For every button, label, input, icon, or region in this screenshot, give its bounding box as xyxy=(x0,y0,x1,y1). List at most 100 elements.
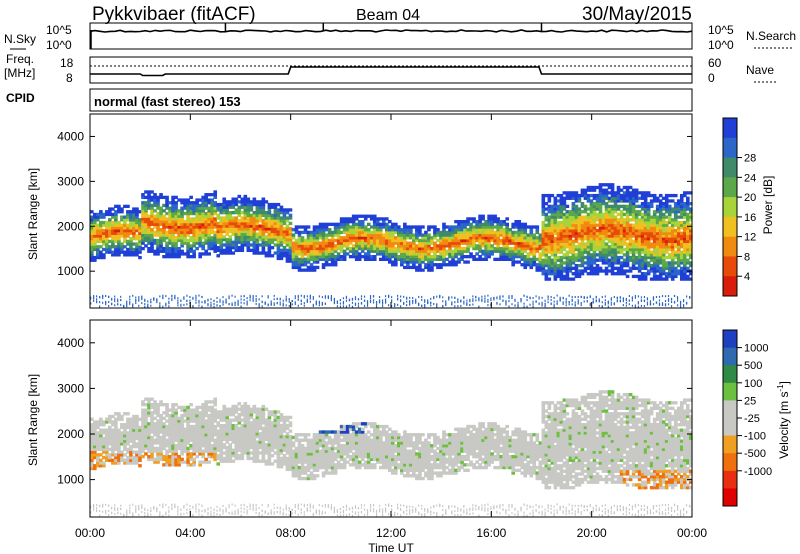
power-echo xyxy=(655,220,660,225)
power-echo xyxy=(523,222,528,226)
power-echo xyxy=(610,253,615,257)
power-echo xyxy=(351,236,356,240)
power-echo xyxy=(183,219,187,224)
power-echo xyxy=(394,249,398,253)
power-echo xyxy=(538,241,543,245)
power-echo xyxy=(144,203,148,208)
power-echo xyxy=(640,237,645,241)
power-echo xyxy=(336,257,341,261)
power-echo xyxy=(592,261,597,265)
power-echo xyxy=(261,243,266,247)
velocity-echo xyxy=(123,453,127,457)
power-echo xyxy=(159,195,163,200)
power-echo xyxy=(394,222,398,226)
power-echo xyxy=(517,260,522,264)
power-echo xyxy=(421,238,425,243)
power-echo xyxy=(514,246,519,251)
power-echo xyxy=(375,241,380,245)
power-echo xyxy=(234,240,239,244)
power-echo xyxy=(186,203,190,208)
power-echo xyxy=(637,231,642,235)
power-echo xyxy=(493,233,497,237)
power-echo xyxy=(685,253,690,257)
power-echo xyxy=(186,246,190,251)
power-echo xyxy=(397,255,401,259)
power-echo xyxy=(667,237,672,241)
power-echo xyxy=(598,204,603,209)
power-echo xyxy=(589,223,594,227)
power-echo xyxy=(454,238,458,243)
power-echo xyxy=(165,249,169,253)
power-echo xyxy=(186,241,190,245)
power-clutter xyxy=(102,296,104,299)
power-echo xyxy=(243,237,248,242)
power-echo xyxy=(466,233,470,237)
power-echo xyxy=(586,255,591,260)
power-echo xyxy=(213,230,218,235)
power-echo xyxy=(421,249,425,253)
power-echo xyxy=(439,255,443,259)
power-echo xyxy=(108,239,112,244)
power-clutter xyxy=(132,303,134,306)
power-echo xyxy=(499,238,503,243)
power-echo xyxy=(354,222,359,226)
power-echo xyxy=(601,242,606,246)
power-echo xyxy=(589,255,594,260)
power-echo xyxy=(375,225,380,229)
power-echo xyxy=(649,277,654,281)
power-echo xyxy=(207,230,211,235)
power-clutter xyxy=(466,299,468,302)
velocity-echo xyxy=(117,428,121,432)
power-echo xyxy=(357,244,362,248)
power-echo xyxy=(448,241,452,245)
power-echo xyxy=(372,217,377,221)
power-echo xyxy=(261,213,266,217)
power-echo xyxy=(625,250,630,254)
power-echo xyxy=(631,274,636,279)
power-echo xyxy=(514,225,519,229)
power-echo xyxy=(655,196,660,200)
power-echo xyxy=(195,225,199,229)
velocity-echo xyxy=(132,431,136,435)
power-echo xyxy=(658,234,663,238)
power-echo xyxy=(120,245,124,249)
power-echo xyxy=(685,207,690,211)
power-echo xyxy=(673,266,678,270)
power-echo xyxy=(580,210,585,214)
power-echo xyxy=(267,248,272,253)
power-echo xyxy=(685,223,690,227)
power-clutter xyxy=(631,299,633,302)
velocity-clutter xyxy=(108,513,110,516)
power-echo xyxy=(324,228,329,232)
power-echo xyxy=(580,220,585,225)
power-echo xyxy=(222,229,227,234)
power-echo xyxy=(664,245,669,249)
power-echo xyxy=(354,252,359,256)
velocity-echo xyxy=(93,431,97,435)
power-echo xyxy=(685,212,690,217)
power-echo xyxy=(664,255,669,260)
power-echo xyxy=(655,210,660,214)
power-echo xyxy=(294,252,299,256)
power-echo xyxy=(231,197,236,201)
power-echo xyxy=(279,254,284,258)
power-echo xyxy=(640,196,645,200)
velocity-echo xyxy=(147,408,151,412)
power-echo xyxy=(592,215,597,219)
velocity-echo xyxy=(150,435,154,440)
velocity-echo xyxy=(147,435,151,440)
power-echo xyxy=(472,236,476,240)
power-echo xyxy=(126,239,130,244)
velocity-echo xyxy=(90,447,94,452)
power-echo xyxy=(237,240,242,244)
velocity-echo xyxy=(141,438,145,442)
power-echo xyxy=(505,252,509,256)
power-echo xyxy=(565,245,570,249)
power-clutter xyxy=(442,300,444,303)
power-echo xyxy=(637,261,642,265)
power-clutter xyxy=(403,301,405,304)
power-echo xyxy=(222,208,227,212)
power-echo xyxy=(141,217,145,221)
power-echo xyxy=(565,272,570,276)
power-echo xyxy=(583,242,588,246)
